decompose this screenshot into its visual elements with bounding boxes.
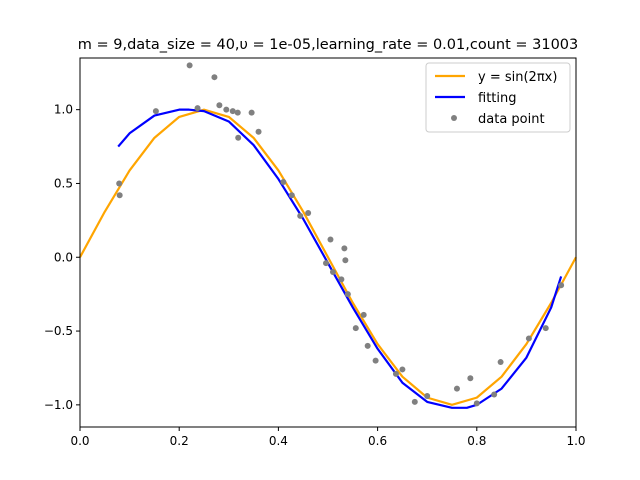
series-fitting-line xyxy=(117,108,563,409)
data-point xyxy=(525,335,532,342)
data-point xyxy=(453,385,460,392)
data-point xyxy=(235,134,242,141)
y-tick-label: 1.0 xyxy=(54,103,73,117)
data-point xyxy=(288,192,295,199)
data-point xyxy=(234,109,241,116)
data-point xyxy=(372,357,379,364)
data-point xyxy=(216,102,223,109)
axis-ticks: 0.0 0.2 0.4 0.6 0.8 1.0 −1.0 −0.5 0.0 0.5 1.0 xyxy=(44,103,586,448)
data-point xyxy=(297,212,304,219)
data-point xyxy=(280,178,287,185)
data-point xyxy=(392,370,399,377)
data-point xyxy=(424,393,431,399)
data-point xyxy=(360,311,367,318)
data-point xyxy=(364,342,371,349)
y-tick-label: 0.0 xyxy=(54,250,73,264)
legend-label-data-point: data point xyxy=(478,112,545,127)
data-point xyxy=(411,398,418,405)
data-point xyxy=(341,245,348,252)
data-point xyxy=(211,74,218,81)
x-tick-label: 0.6 xyxy=(368,434,387,448)
y-tick-label: 0.5 xyxy=(54,176,73,190)
chart-title: m = 9,data_size = 40,υ = 1e-05,learning_… xyxy=(78,37,579,53)
y-tick-label: −1.0 xyxy=(44,398,73,412)
data-point xyxy=(491,391,498,398)
legend-label-true-curve: y = sin(2πx) xyxy=(478,70,557,85)
data-point xyxy=(255,128,262,135)
data-point xyxy=(542,325,549,332)
series-true-curve-line xyxy=(79,108,577,406)
x-tick-label: 0.4 xyxy=(269,434,288,448)
data-point xyxy=(152,108,159,115)
data-point xyxy=(327,236,334,243)
x-tick-label: 0.0 xyxy=(70,434,89,448)
data-point xyxy=(229,108,236,115)
data-point xyxy=(194,105,201,112)
data-point xyxy=(305,209,312,216)
axes-frame xyxy=(79,57,577,428)
x-tick-label: 1.0 xyxy=(566,434,585,448)
data-point xyxy=(116,192,123,199)
data-point xyxy=(338,276,345,283)
data-point xyxy=(344,291,351,298)
data-point xyxy=(248,109,255,116)
y-tick-label: −0.5 xyxy=(44,324,73,338)
legend-label-fitting: fitting xyxy=(478,91,517,106)
data-point xyxy=(467,375,474,382)
data-point xyxy=(352,325,359,332)
data-point xyxy=(399,366,406,373)
legend-swatch-data-point xyxy=(451,115,457,121)
data-point xyxy=(223,106,230,113)
data-point xyxy=(186,62,193,69)
legend-box xyxy=(425,62,571,133)
data-point xyxy=(473,400,480,407)
data-point xyxy=(116,180,123,187)
x-tick-label: 0.2 xyxy=(170,434,189,448)
data-point xyxy=(329,269,336,276)
data-point xyxy=(342,257,349,264)
plot-area xyxy=(79,62,577,409)
data-point xyxy=(323,260,330,267)
legend: y = sin(2πx) fitting data point xyxy=(425,62,571,133)
x-tick-label: 0.8 xyxy=(467,434,486,448)
data-point xyxy=(558,282,565,289)
data-point xyxy=(497,359,504,366)
